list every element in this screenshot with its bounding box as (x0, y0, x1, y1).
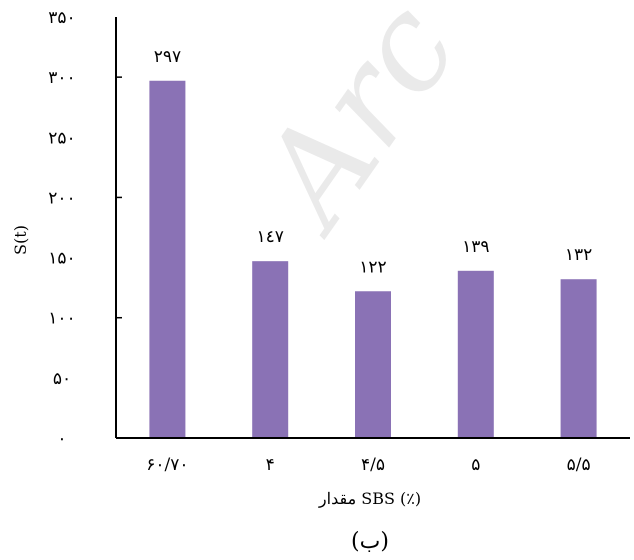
y-ticks-group: ۰ ۵۰ ۱۰۰ ۱۵۰ ۲۰۰ ۲۵۰ ۳۰۰ ۳۵۰ (48, 8, 122, 449)
y-tick-label: ۲۰۰ (48, 188, 75, 208)
bars-group (149, 80, 597, 438)
y-tick-label: ۳۵۰ (48, 8, 75, 28)
bar-value-label: ۱۳۹ (462, 237, 489, 257)
bar-value-label: ۱۲۲ (359, 257, 386, 277)
bar-value-label: ۱۳۲ (565, 245, 592, 265)
y-tick-label: ۲۵۰ (48, 128, 75, 148)
x-tick-label: ۵ (471, 455, 480, 475)
bar (149, 80, 186, 438)
y-tick-label: ۰ (57, 429, 66, 449)
axes (115, 17, 630, 439)
y-axis-title: S(t) (11, 225, 30, 255)
bar-value-label: ۲۹۷ (154, 47, 181, 67)
x-tick-label: ۴ (266, 455, 275, 475)
x-tick-label: ۶۰/۷۰ (146, 455, 188, 475)
y-tick-label: ۳۰۰ (48, 68, 75, 88)
bar-value-label: ۱٤۷ (256, 227, 283, 247)
chart-caption: (ب) (351, 529, 389, 554)
x-ticks-group: ۶۰/۷۰ ۴ ۴/۵ ۵ ۵/۵ (146, 455, 590, 475)
bar (457, 270, 494, 438)
x-axis-title: مقدار SBS (٪) (318, 489, 421, 508)
y-tick-label: ۵۰ (53, 369, 71, 389)
bar (355, 291, 391, 438)
bar (560, 279, 597, 438)
y-tick-label: ۱۰۰ (48, 309, 75, 329)
x-tick-label: ۵/۵ (567, 455, 591, 475)
y-tick-label: ۱۵۰ (48, 249, 75, 269)
watermark: Arc (225, 0, 487, 258)
bar (252, 261, 289, 438)
value-labels-group: ۲۹۷ ۱٤۷ ۱۲۲ ۱۳۹ ۱۳۲ (154, 47, 593, 278)
x-tick-label: ۴/۵ (361, 455, 385, 475)
